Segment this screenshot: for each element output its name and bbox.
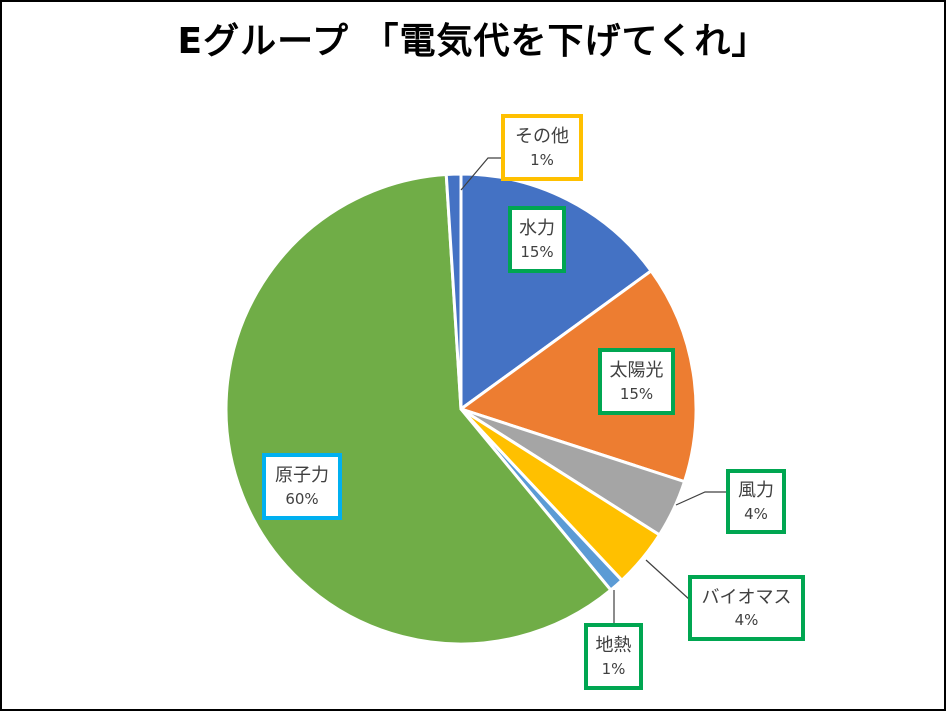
- slice-taiyoko: [459, 269, 698, 484]
- data-label-pct: 15%: [520, 242, 554, 261]
- chart-title: Eグループ 「電気代を下げてくれ」: [177, 21, 769, 62]
- data-label-genshiryoku: 原子力 60%: [262, 453, 342, 520]
- data-label-chinetsu: 地熱 1%: [584, 623, 643, 690]
- slice-genshiryoku: [224, 172, 613, 646]
- data-label-name: 水力: [519, 218, 555, 240]
- slice-sonota: [444, 172, 463, 411]
- data-label-furyoku: 風力 4%: [726, 469, 786, 534]
- data-label-name: 原子力: [275, 465, 329, 487]
- data-label-pct: 15%: [619, 384, 654, 403]
- data-label-pct: 4%: [744, 504, 768, 523]
- data-label-name: 風力: [738, 480, 774, 502]
- data-label-biomass: バイオマス 4%: [688, 575, 805, 641]
- data-label-taiyoko: 太陽光 15%: [598, 348, 675, 415]
- data-label-name: 太陽光: [609, 360, 664, 382]
- data-label-name: バイオマス: [701, 586, 792, 608]
- leader-line-biomass: [645, 559, 691, 601]
- data-label-pct: 4%: [734, 611, 759, 630]
- data-label-name: 地熱: [595, 635, 632, 657]
- data-label-suiryoku: 水力 15%: [508, 206, 566, 273]
- data-label-pct: 1%: [601, 659, 626, 678]
- data-label-pct: 1%: [530, 150, 554, 169]
- leader-line-sonota: [460, 157, 501, 191]
- data-label-sonota: その他 1%: [501, 114, 583, 181]
- data-label-pct: 60%: [285, 489, 319, 508]
- leader-line-furyoku: [675, 491, 726, 506]
- data-label-name: その他: [515, 126, 569, 148]
